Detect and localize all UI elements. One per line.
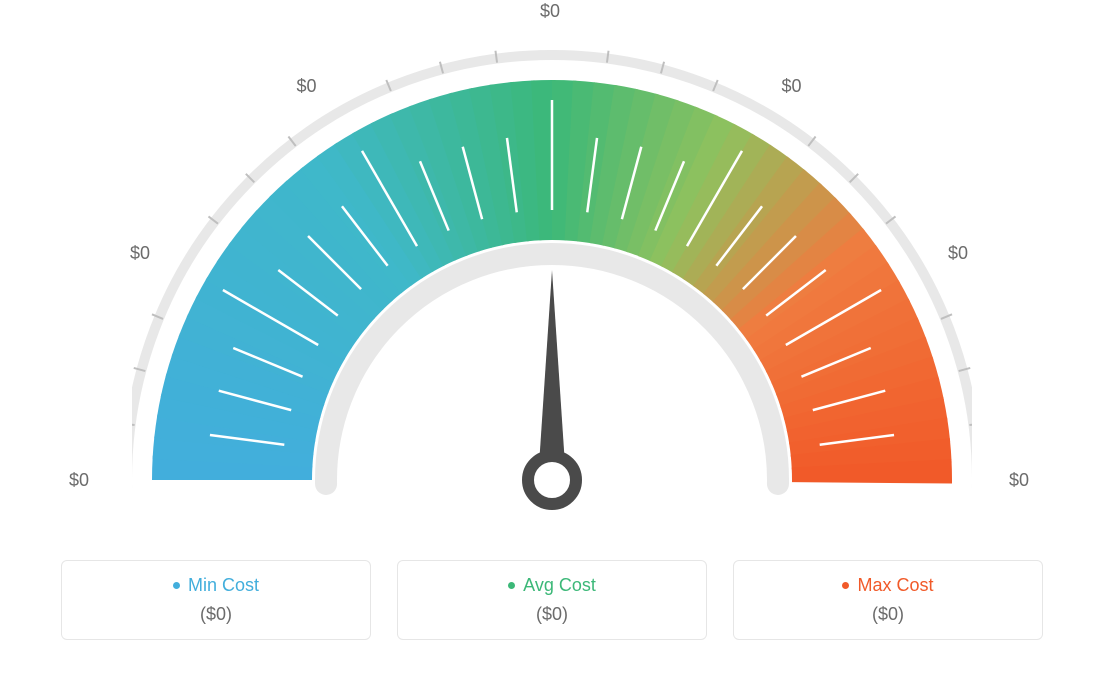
gauge-chart: $0 $0 $0 $0 $0 $0 $0: [0, 0, 1104, 560]
legend-max-label: Max Cost: [842, 575, 933, 596]
legend-dot-min: [173, 582, 180, 589]
gauge-scale-label: $0: [297, 76, 317, 97]
legend-row: Min Cost ($0) Avg Cost ($0) Max Cost ($0…: [0, 560, 1104, 640]
gauge-scale-label: $0: [1009, 470, 1029, 491]
gauge-scale-label: $0: [782, 76, 802, 97]
legend-avg-label: Avg Cost: [508, 575, 596, 596]
legend-avg-value: ($0): [398, 604, 706, 625]
legend-max: Max Cost ($0): [733, 560, 1043, 640]
legend-max-value: ($0): [734, 604, 1042, 625]
gauge-scale-label: $0: [948, 243, 968, 264]
legend-min-label: Min Cost: [173, 575, 259, 596]
legend-min: Min Cost ($0): [61, 560, 371, 640]
legend-max-text: Max Cost: [857, 575, 933, 596]
legend-avg: Avg Cost ($0): [397, 560, 707, 640]
legend-dot-avg: [508, 582, 515, 589]
legend-avg-text: Avg Cost: [523, 575, 596, 596]
gauge-scale-label: $0: [130, 243, 150, 264]
gauge-svg: [132, 50, 972, 550]
legend-min-value: ($0): [62, 604, 370, 625]
gauge-scale-label: $0: [69, 470, 89, 491]
legend-dot-max: [842, 582, 849, 589]
gauge-scale-label: $0: [540, 1, 560, 22]
legend-min-text: Min Cost: [188, 575, 259, 596]
